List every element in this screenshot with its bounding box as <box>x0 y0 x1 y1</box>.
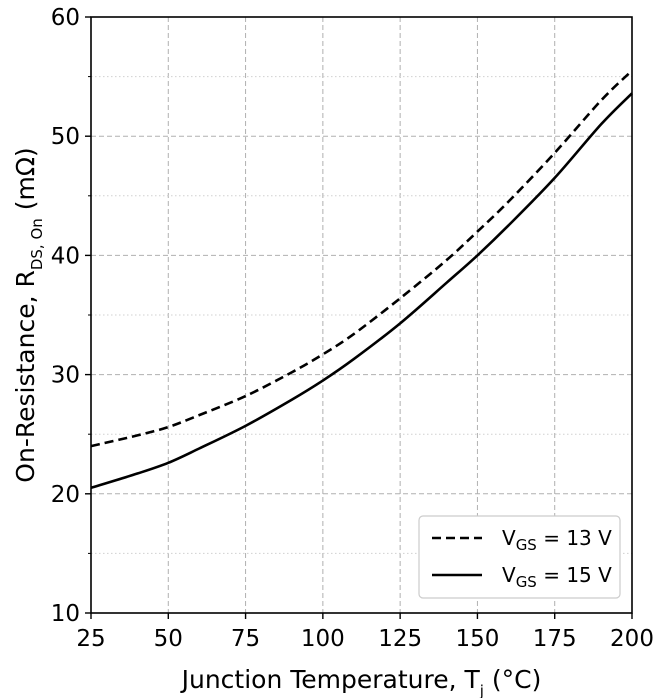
x-tick-label: 125 <box>378 626 422 652</box>
legend: VGS = 13 V VGS = 15 V <box>419 516 620 598</box>
y-tick-label: 40 <box>51 243 80 269</box>
x-axis-label: Junction Temperature, Tj (°C) <box>180 665 542 698</box>
series-line-0 <box>91 71 632 446</box>
y-tick-label: 30 <box>51 363 80 389</box>
x-tick-label: 175 <box>533 626 577 652</box>
y-tick-label: 20 <box>51 482 80 508</box>
x-tick-label: 75 <box>231 626 260 652</box>
x-tick-label: 100 <box>301 626 345 652</box>
x-tick-label: 200 <box>610 626 654 652</box>
x-tick-label: 25 <box>76 626 105 652</box>
series-lines <box>91 71 632 488</box>
series-line-1 <box>91 93 632 488</box>
y-tick-label: 50 <box>51 124 80 150</box>
y-tick-label: 10 <box>51 601 80 627</box>
y-axis-label: On-Resistance, RDS, On (mΩ) <box>11 147 46 482</box>
y-tick-label: 60 <box>51 5 80 31</box>
x-tick-label: 150 <box>455 626 499 652</box>
x-tick-label: 50 <box>154 626 183 652</box>
